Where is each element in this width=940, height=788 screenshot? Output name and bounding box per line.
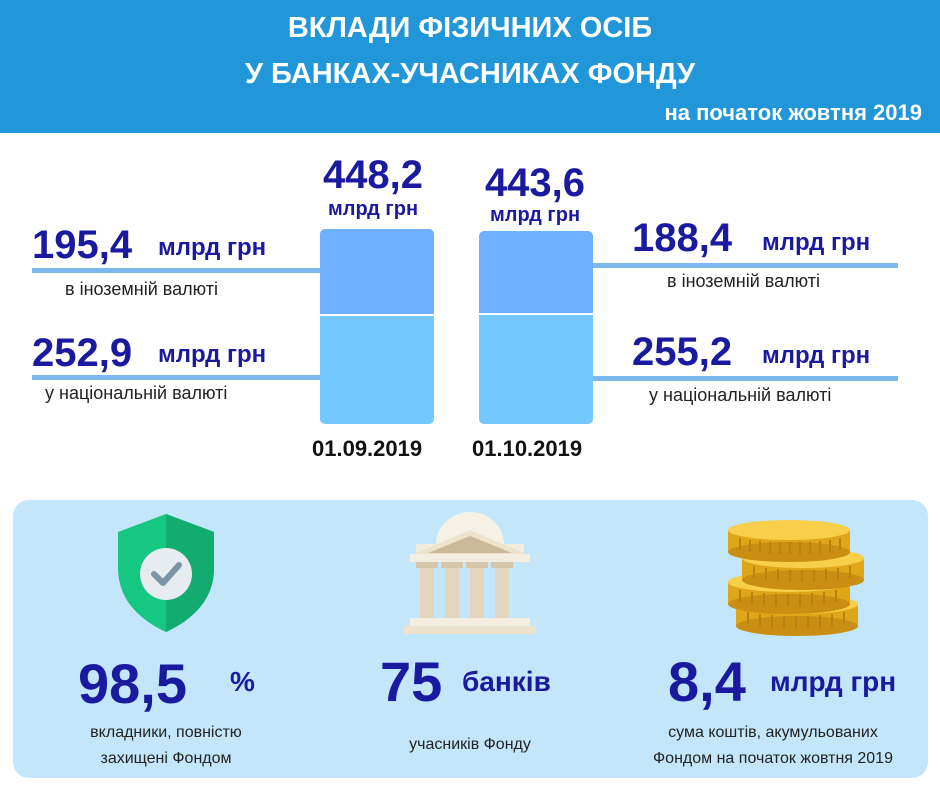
bar1-total-unit: млрд грн bbox=[327, 198, 419, 220]
right-foreign-leader-line bbox=[593, 263, 898, 268]
stat-banks-value: 75 bbox=[380, 650, 443, 713]
bank-building-icon bbox=[404, 512, 536, 634]
right-national-value: 255,2 bbox=[632, 330, 733, 374]
header-banner: ВКЛАДИ ФІЗИЧНИХ ОСІБ У БАНКАХ-УЧАСНИКАХ … bbox=[0, 0, 940, 133]
left-national-leader-line bbox=[32, 375, 320, 380]
left-foreign-leader-line bbox=[32, 268, 320, 273]
stat-fund-label-line2: Фондом на початок жовтня 2019 bbox=[653, 750, 893, 767]
right-foreign-unit: млрд грн bbox=[762, 229, 871, 256]
stat-protected-label-line1: вкладники, повністю bbox=[90, 724, 242, 741]
left-foreign-unit: млрд грн bbox=[158, 234, 267, 261]
left-foreign-label: в іноземній валюті bbox=[65, 279, 218, 299]
bar1-total-value: 448,2 bbox=[322, 153, 424, 197]
stat-fund-label-line1: сума коштів, акумульованих bbox=[668, 724, 878, 741]
stat-protected-label: вкладники, повністю захищені Фондом bbox=[40, 720, 292, 772]
stat-banks-unit: банків bbox=[462, 666, 551, 697]
stat-banks-label: учасників Фонду bbox=[409, 736, 531, 753]
right-foreign-value: 188,4 bbox=[632, 216, 733, 260]
coins-stack-icon bbox=[728, 520, 864, 636]
page-title-line1: ВКЛАДИ ФІЗИЧНИХ ОСІБ bbox=[287, 12, 653, 44]
stat-fund-unit: млрд грн bbox=[770, 666, 897, 697]
bar1-national-segment bbox=[320, 313, 434, 424]
stat-fund-label: сума коштів, акумульованих Фондом на поч… bbox=[620, 720, 926, 772]
bar2-total-value: 443,6 bbox=[484, 161, 586, 205]
bar2-date-label: 01.10.2019 bbox=[472, 436, 583, 461]
bar2-national-segment bbox=[479, 312, 593, 424]
page-subtitle: на початок жовтня 2019 bbox=[664, 100, 922, 125]
bar1-foreign-segment bbox=[320, 228, 434, 314]
bar-01-10-2019 bbox=[479, 231, 593, 424]
stat-fund-value: 8,4 bbox=[668, 650, 746, 713]
bar-01-09-2019 bbox=[320, 228, 434, 424]
bar2-foreign-segment bbox=[479, 231, 593, 313]
stat-protected-label-line2: захищені Фондом bbox=[100, 750, 232, 767]
bar2-total-unit: млрд грн bbox=[489, 204, 581, 226]
right-foreign-label: в іноземній валюті bbox=[667, 271, 820, 291]
right-national-leader-line bbox=[593, 376, 898, 381]
left-national-label: у національній валюті bbox=[45, 383, 228, 403]
stat-protected-value: 98,5 bbox=[78, 652, 187, 715]
left-foreign-value: 195,4 bbox=[32, 223, 133, 267]
stat-protected-unit: % bbox=[230, 666, 255, 697]
page-title-line2: У БАНКАХ-УЧАСНИКАХ ФОНДУ bbox=[244, 58, 696, 90]
bar1-date-label: 01.09.2019 bbox=[312, 436, 423, 461]
left-national-unit: млрд грн bbox=[158, 341, 267, 368]
shield-check-icon bbox=[118, 514, 214, 632]
right-national-unit: млрд грн bbox=[762, 342, 871, 369]
left-national-value: 252,9 bbox=[32, 331, 133, 375]
right-national-label: у національній валюті bbox=[649, 385, 832, 405]
